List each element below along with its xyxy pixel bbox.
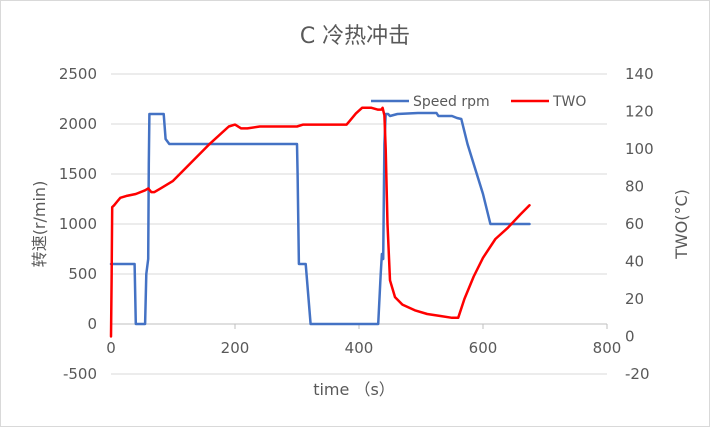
x-axis-label: time （s）	[313, 380, 395, 399]
x-tick-label: 400	[345, 339, 374, 357]
x-tick-label: 0	[106, 339, 116, 357]
y-left-tick-label: 1000	[59, 215, 97, 233]
y-axis-left-label: 转速(r/min)	[30, 181, 49, 268]
y-left-tick-label: 1500	[59, 165, 97, 183]
chart-title: C 冷热冲击	[300, 24, 410, 49]
x-tick-label: 200	[221, 339, 250, 357]
legend-label-two: TWO	[552, 94, 586, 110]
x-tick-label: 600	[469, 339, 498, 357]
y-right-tick-label: -20	[625, 365, 650, 383]
y-left-tick-label: -500	[63, 365, 97, 383]
y-right-tick-label: 40	[625, 253, 644, 271]
y-left-tick-label: 500	[68, 265, 97, 283]
series-line-speed	[109, 111, 531, 326]
y-axis-right-label: TWO(°C)	[672, 189, 691, 260]
gridlines	[110, 73, 608, 375]
y-right-tick-label: 120	[625, 103, 654, 121]
y-right-tick-label: 60	[625, 215, 644, 233]
y-right-tick-label: 20	[625, 290, 644, 308]
legend: Speed rpm TWO	[371, 94, 586, 110]
series-group	[109, 106, 531, 338]
y-right-tick-label: 140	[625, 65, 654, 83]
tick-labels: -50005001000150020002500-200204060801001…	[59, 65, 654, 383]
y-left-tick-label: 0	[87, 315, 97, 333]
y-left-tick-label: 2000	[59, 115, 97, 133]
series-line-two	[109, 106, 531, 338]
y-right-tick-label: 100	[625, 140, 654, 158]
x-tick-label: 800	[593, 339, 622, 357]
legend-label-speed: Speed rpm	[413, 94, 490, 110]
y-left-tick-label: 2500	[59, 65, 97, 83]
y-right-tick-label: 0	[625, 328, 635, 346]
y-right-tick-label: 80	[625, 178, 644, 196]
